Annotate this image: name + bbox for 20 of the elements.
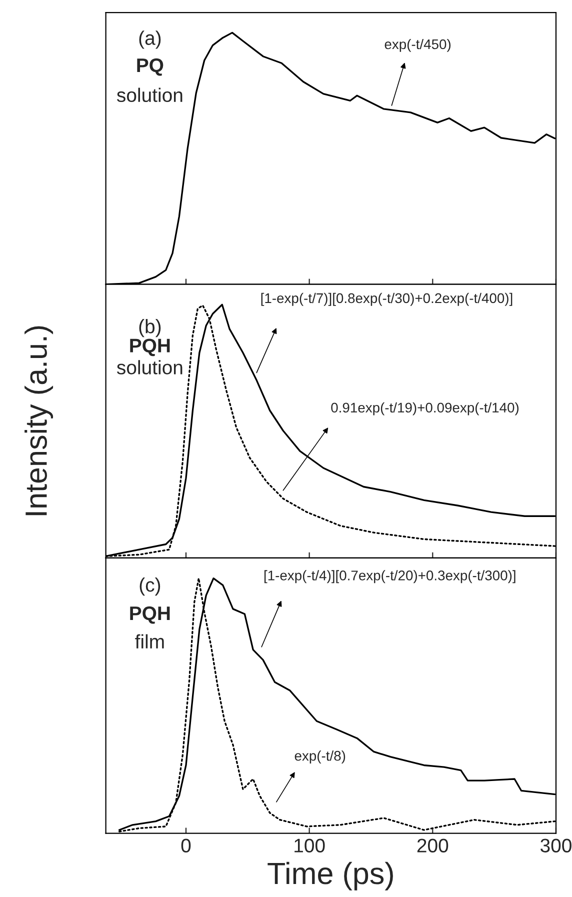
annotation: solution	[116, 88, 182, 102]
annotation: (b)	[139, 319, 161, 338]
x-tick-label: 300	[540, 838, 572, 852]
annotation: PQH	[130, 606, 170, 624]
annotation: exp(-t/450)	[384, 38, 451, 52]
x-tick-label: 100	[294, 838, 325, 852]
annotation: exp(-t/8)	[294, 750, 346, 764]
annotation: 0.91exp(-t/19)+0.09exp(-t/140)	[331, 402, 519, 416]
annotation: [1-exp(-t/4)][0.7exp(-t/20)+0.3exp(-t/300)]	[264, 570, 516, 584]
x-axis-title: Time (ps)	[268, 862, 393, 890]
x-tick-label: 0	[181, 838, 191, 852]
annotation: solution	[116, 360, 182, 374]
x-tick-label: 200	[417, 838, 448, 852]
annotation: PQ	[137, 58, 164, 76]
annotation: [1-exp(-t/7)][0.8exp(-t/30)+0.2exp(-t/400)]	[261, 292, 512, 306]
annotation: film	[135, 634, 164, 648]
y-axis-title: Intensity (a.u.)	[24, 326, 54, 516]
annotation: PQH	[130, 338, 170, 356]
annotation: (a)	[139, 30, 161, 49]
annotation: (c)	[140, 578, 160, 596]
